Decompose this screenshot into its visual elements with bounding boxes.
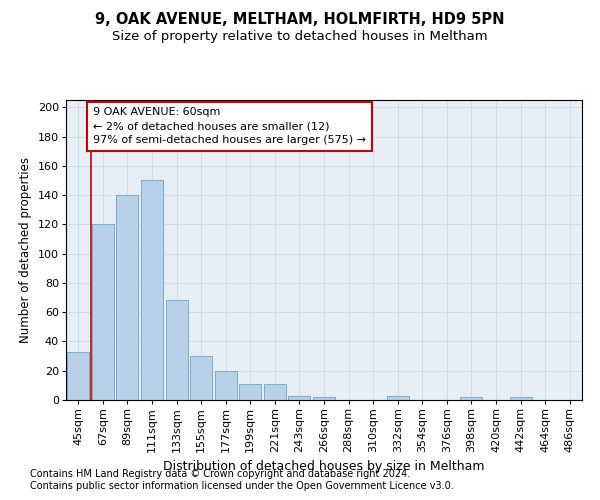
Bar bbox=[166, 300, 188, 400]
Bar bbox=[215, 370, 237, 400]
Bar bbox=[116, 195, 139, 400]
Y-axis label: Number of detached properties: Number of detached properties bbox=[19, 157, 32, 343]
Bar bbox=[92, 224, 114, 400]
Text: 9, OAK AVENUE, MELTHAM, HOLMFIRTH, HD9 5PN: 9, OAK AVENUE, MELTHAM, HOLMFIRTH, HD9 5… bbox=[95, 12, 505, 28]
X-axis label: Distribution of detached houses by size in Meltham: Distribution of detached houses by size … bbox=[163, 460, 485, 473]
Text: 9 OAK AVENUE: 60sqm
← 2% of detached houses are smaller (12)
97% of semi-detache: 9 OAK AVENUE: 60sqm ← 2% of detached hou… bbox=[93, 108, 366, 146]
Text: Contains public sector information licensed under the Open Government Licence v3: Contains public sector information licen… bbox=[30, 481, 454, 491]
Bar bbox=[141, 180, 163, 400]
Bar bbox=[264, 384, 286, 400]
Bar bbox=[386, 396, 409, 400]
Bar bbox=[313, 397, 335, 400]
Bar bbox=[509, 397, 532, 400]
Bar bbox=[239, 384, 262, 400]
Bar bbox=[67, 352, 89, 400]
Bar bbox=[289, 396, 310, 400]
Text: Contains HM Land Registry data © Crown copyright and database right 2024.: Contains HM Land Registry data © Crown c… bbox=[30, 469, 410, 479]
Text: Size of property relative to detached houses in Meltham: Size of property relative to detached ho… bbox=[112, 30, 488, 43]
Bar bbox=[460, 397, 482, 400]
Bar bbox=[190, 356, 212, 400]
